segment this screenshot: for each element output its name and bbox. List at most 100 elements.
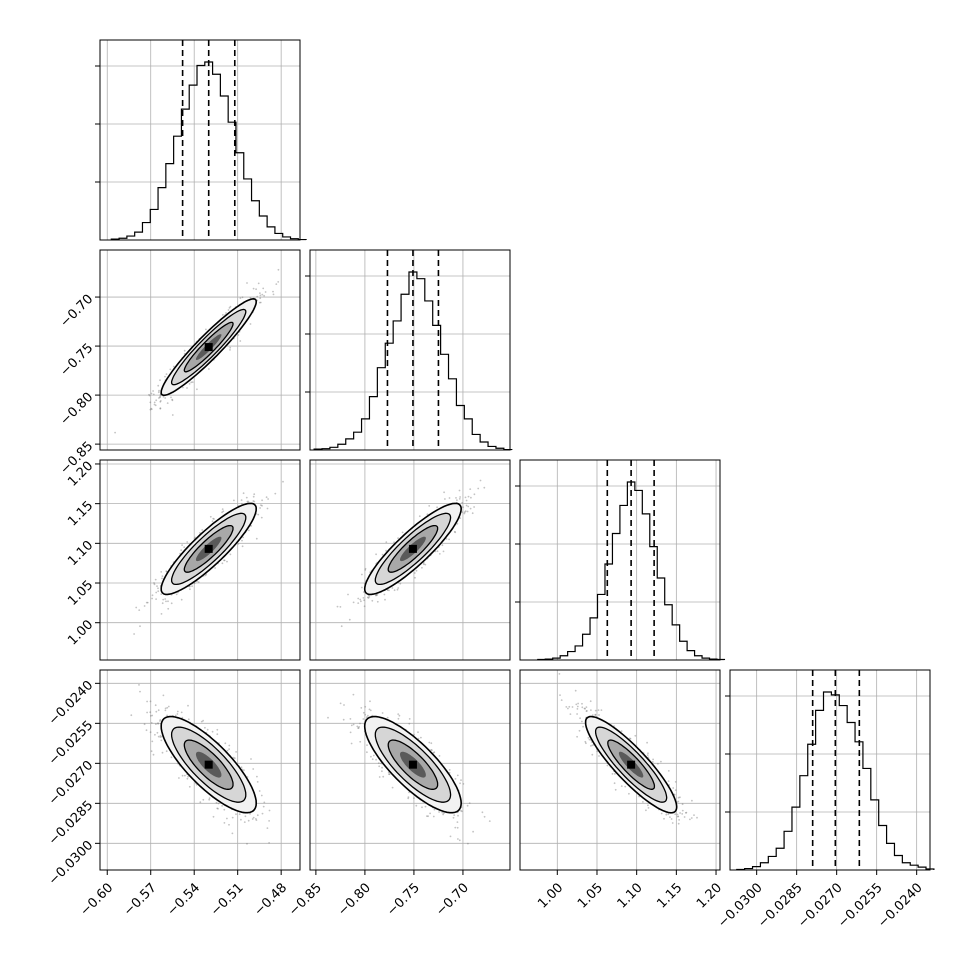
scatter-point	[138, 609, 141, 611]
scatter-point	[252, 495, 255, 498]
scatter-point	[463, 511, 466, 514]
scatter-point	[252, 768, 255, 770]
scatter-point	[145, 601, 148, 604]
scatter-point	[258, 790, 261, 792]
scatter-point	[611, 773, 614, 775]
scatter-point	[370, 755, 372, 758]
scatter-point	[152, 753, 155, 756]
scatter-point	[456, 522, 459, 525]
scatter-point	[151, 597, 153, 600]
scatter-point	[255, 537, 258, 540]
scatter-point	[368, 596, 371, 598]
scatter-point	[223, 808, 226, 811]
scatter-point	[462, 506, 464, 509]
scatter-point	[149, 700, 152, 703]
scatter-point	[255, 818, 257, 820]
scatter-point	[217, 802, 220, 805]
scatter-point	[442, 813, 444, 816]
scatter-point	[133, 633, 135, 635]
scatter-point	[268, 809, 271, 812]
scatter-point	[465, 499, 468, 502]
scatter-point	[228, 744, 231, 747]
scatter-point	[231, 832, 234, 835]
scatter-point	[257, 513, 260, 516]
scatter-point	[261, 812, 264, 815]
scatter-point	[221, 562, 224, 565]
scatter-point	[465, 504, 468, 507]
scatter-point	[428, 741, 431, 744]
scatter-point	[352, 693, 355, 696]
scatter-point	[268, 842, 270, 844]
scatter-point	[247, 819, 250, 822]
scatter-point	[578, 729, 581, 732]
scatter-point	[146, 601, 149, 604]
scatter-point	[157, 590, 160, 593]
scatter-point	[262, 805, 265, 808]
hist-panel-1	[305, 249, 513, 451]
scatter-point	[473, 506, 475, 508]
scatter-point	[266, 507, 269, 510]
scatter-point	[151, 594, 154, 597]
scatter-point	[186, 777, 189, 780]
scatter-point	[469, 507, 472, 510]
scatter-point	[214, 567, 216, 569]
scatter-point	[166, 706, 169, 709]
scatter-point	[467, 842, 469, 845]
scatter-point	[458, 489, 461, 492]
scatter-point	[363, 599, 365, 602]
scatter-point	[359, 740, 362, 743]
scatter-point	[176, 713, 179, 715]
scatter-point	[272, 293, 275, 296]
scatter-point	[589, 700, 592, 703]
scatter-point	[149, 408, 152, 411]
scatter-point	[166, 402, 169, 404]
scatter-point	[150, 750, 153, 753]
scatter-point	[357, 602, 360, 604]
scatter-point	[420, 736, 422, 739]
scatter-point	[350, 742, 353, 745]
scatter-point	[386, 589, 389, 591]
scatter-point	[647, 752, 649, 755]
scatter-point	[197, 581, 200, 583]
scatter-point	[375, 594, 378, 597]
scatter-point	[382, 775, 385, 778]
scatter-point	[466, 510, 469, 513]
scatter-point	[397, 537, 399, 540]
scatter-point	[225, 312, 227, 314]
scatter-point	[457, 814, 459, 817]
scatter-point	[458, 498, 461, 500]
scatter-point	[393, 589, 396, 592]
scatter-point	[241, 296, 244, 299]
scatter-point	[343, 704, 345, 706]
scatter-point	[438, 553, 441, 555]
scatter-point	[143, 723, 146, 726]
scatter-point	[667, 770, 670, 772]
scatter-point	[581, 706, 584, 709]
scatter-panel-1-0	[99, 249, 301, 451]
scatter-point	[594, 709, 597, 712]
scatter-point	[371, 599, 374, 602]
hist-panel-2	[515, 459, 726, 661]
scatter-point	[193, 582, 196, 585]
scatter-point	[152, 393, 155, 396]
scatter-point	[156, 585, 158, 587]
scatter-point	[188, 383, 191, 385]
scatter-point	[155, 723, 157, 725]
scatter-point	[246, 842, 248, 845]
scatter-point	[226, 749, 229, 752]
scatter-point	[155, 598, 157, 600]
hist-panel-3	[725, 669, 935, 871]
scatter-point	[452, 816, 455, 819]
scatter-point	[152, 390, 154, 392]
scatter-point	[187, 718, 190, 721]
scatter-point	[253, 493, 256, 496]
scatter-point	[243, 769, 245, 772]
scatter-point	[227, 309, 230, 311]
scatter-point	[182, 386, 184, 389]
scatter-point	[243, 821, 246, 823]
scatter-point	[375, 594, 377, 597]
scatter-point	[199, 532, 201, 534]
scatter-point	[456, 774, 459, 777]
scatter-point	[157, 735, 160, 738]
